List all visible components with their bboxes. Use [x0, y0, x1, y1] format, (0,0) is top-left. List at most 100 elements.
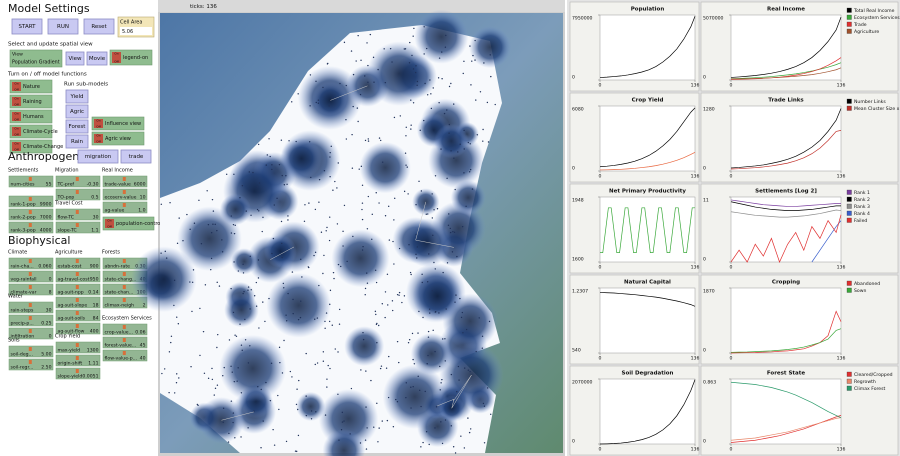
y-tick-label: 0: [572, 166, 575, 172]
population-cluster: [434, 123, 469, 159]
x-tick-label: 136: [837, 356, 846, 362]
switch[interactable]: [102, 216, 155, 231]
settlement: [327, 364, 329, 367]
settlement: [479, 91, 482, 93]
switch-toggle: [12, 142, 21, 151]
settlement: [362, 245, 364, 248]
settlement: [227, 441, 230, 443]
y-tick-label: 11: [703, 198, 709, 204]
slider[interactable]: [55, 188, 101, 201]
settlement: [396, 293, 399, 296]
slider[interactable]: [102, 349, 148, 362]
slider[interactable]: [8, 195, 54, 208]
slider-handle: [75, 324, 79, 328]
settlement: [379, 367, 382, 370]
slider[interactable]: [8, 257, 54, 270]
settlement: [231, 371, 233, 373]
settlement: [377, 68, 379, 71]
slider[interactable]: [8, 175, 54, 188]
settlement: [412, 102, 415, 104]
settlement: [442, 271, 444, 274]
switch[interactable]: [91, 131, 145, 146]
settlement: [320, 231, 323, 233]
slider[interactable]: [55, 283, 101, 296]
slider[interactable]: [102, 323, 148, 336]
slider[interactable]: [8, 301, 54, 314]
switch-label: Climate-Change: [23, 144, 63, 150]
settlement: [336, 187, 338, 189]
settlement: [332, 189, 334, 191]
settlement: [486, 101, 489, 104]
heading: Turn on / off model functions: [7, 72, 87, 78]
slider-value: 0: [49, 277, 52, 283]
button[interactable]: [65, 134, 89, 149]
population-cluster: [231, 248, 258, 275]
slider[interactable]: [55, 296, 101, 309]
settlement: [258, 327, 260, 329]
switch-label: Humans: [23, 114, 44, 120]
settlement: [337, 162, 339, 164]
slider[interactable]: [55, 354, 101, 367]
settlement: [373, 426, 375, 428]
x-tick-label: 136: [691, 265, 700, 271]
slider[interactable]: [55, 341, 101, 354]
settlement: [381, 161, 384, 163]
button[interactable]: [120, 149, 152, 164]
slider[interactable]: [8, 345, 54, 358]
button[interactable]: [83, 18, 115, 35]
slider[interactable]: [8, 314, 54, 327]
slider-name: rain-cha...: [11, 264, 34, 270]
slider[interactable]: [55, 367, 101, 380]
settlement: [295, 403, 298, 406]
slider[interactable]: [8, 358, 54, 371]
slider[interactable]: [102, 336, 148, 349]
slider[interactable]: [55, 257, 101, 270]
button[interactable]: [86, 51, 108, 66]
button[interactable]: [47, 18, 79, 35]
settlement: [252, 171, 254, 174]
slider[interactable]: [55, 322, 101, 335]
slider-handle: [75, 369, 79, 373]
settlement: [203, 372, 206, 374]
chooser[interactable]: [9, 49, 63, 68]
settlement: [276, 197, 278, 200]
settlement: [423, 53, 425, 55]
slider[interactable]: [8, 270, 54, 283]
slider[interactable]: [55, 175, 101, 188]
slider[interactable]: [102, 201, 148, 214]
slider[interactable]: [8, 327, 54, 340]
slider-handle: [28, 285, 32, 289]
settlement: [469, 168, 472, 171]
settlement: [422, 441, 424, 444]
slider-handle: [122, 351, 126, 355]
button[interactable]: [11, 18, 43, 35]
slider[interactable]: [55, 221, 101, 234]
button[interactable]: [65, 89, 89, 104]
button[interactable]: [65, 104, 89, 119]
slider[interactable]: [55, 309, 101, 322]
slider-value: 4000: [40, 228, 52, 234]
settlement: [256, 208, 259, 211]
population-cluster: [219, 334, 287, 402]
settlement: [177, 323, 180, 325]
group-label: Soils: [8, 338, 20, 344]
settlement: [486, 387, 489, 389]
slider-handle: [28, 210, 32, 214]
slider[interactable]: [55, 270, 101, 283]
settlement: [431, 193, 433, 195]
settlement: [342, 245, 344, 247]
settlement: [472, 54, 474, 57]
settlement: [469, 143, 471, 145]
slider[interactable]: [8, 283, 54, 296]
slider[interactable]: [102, 175, 148, 188]
button[interactable]: [65, 51, 85, 66]
settlement: [411, 54, 413, 57]
button[interactable]: [65, 119, 89, 134]
slider[interactable]: [55, 208, 101, 221]
slider[interactable]: [8, 221, 54, 234]
switch[interactable]: [91, 116, 145, 131]
slider[interactable]: [8, 208, 54, 221]
button[interactable]: [77, 149, 119, 164]
legend-swatch: [846, 210, 852, 216]
slider[interactable]: [102, 188, 148, 201]
